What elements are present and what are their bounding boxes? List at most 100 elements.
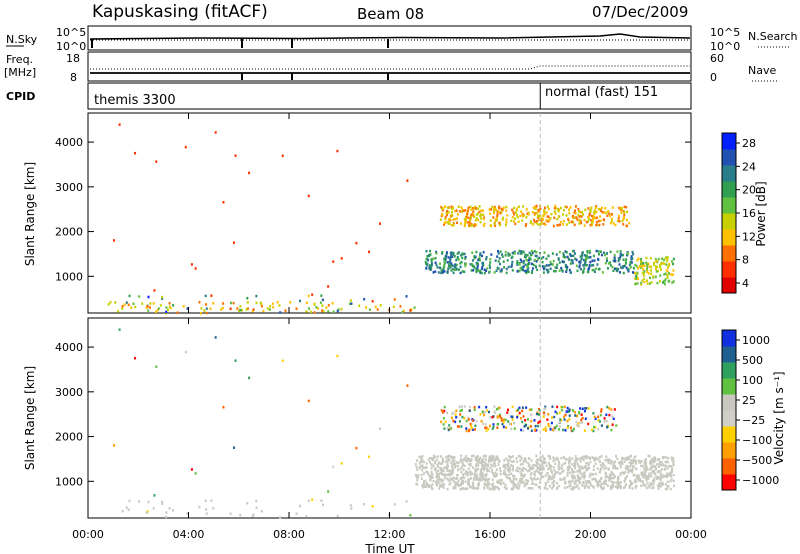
velocity-echo xyxy=(442,416,445,420)
velocity-echo xyxy=(457,484,460,488)
power-echo xyxy=(672,269,675,272)
power-echo xyxy=(668,279,671,283)
velocity-echo xyxy=(656,484,659,488)
power-echo xyxy=(473,255,476,258)
velocity-echo xyxy=(650,460,653,464)
power-echo xyxy=(569,271,572,274)
velocity-echo xyxy=(515,478,518,481)
velocity-echo xyxy=(511,455,514,458)
power-echo xyxy=(587,220,590,223)
velocity-echo xyxy=(451,478,454,481)
velocity-echo xyxy=(500,419,503,422)
power-echo xyxy=(469,224,472,228)
velocity-echo xyxy=(493,486,496,489)
velocity-echo xyxy=(486,464,489,468)
power-echo xyxy=(557,258,560,261)
power-echo xyxy=(517,220,520,223)
velocity-echo xyxy=(568,484,571,488)
power-echo xyxy=(271,302,274,305)
velocity-echo xyxy=(652,458,655,461)
velocity-echo xyxy=(443,466,446,470)
power-echo xyxy=(464,262,467,266)
velocity-echo xyxy=(518,406,521,410)
velocity-echo xyxy=(536,458,539,461)
power-echo xyxy=(472,269,475,272)
velocity-echo xyxy=(512,460,515,463)
velocity-echo xyxy=(535,429,538,432)
power-echo xyxy=(516,216,519,219)
power-echo xyxy=(666,259,669,263)
velocity-echo xyxy=(666,487,669,490)
velocity-echo xyxy=(533,428,536,432)
velocity-echo xyxy=(525,483,528,486)
velocity-echo xyxy=(520,472,523,476)
power-echo xyxy=(643,264,646,268)
velocity-echo xyxy=(616,486,619,490)
velocity-echo xyxy=(542,466,545,469)
power-echo xyxy=(436,266,439,269)
velocity-echo xyxy=(519,459,522,462)
power-echo xyxy=(530,220,533,223)
velocity-echo xyxy=(152,507,155,510)
velocity-echo xyxy=(625,457,628,461)
power-echo xyxy=(355,241,358,245)
velocity-echo xyxy=(608,479,611,482)
velocity-echo xyxy=(633,465,636,468)
power-echo xyxy=(473,256,476,260)
velocity-echo xyxy=(592,472,595,476)
power-echo xyxy=(610,217,613,221)
velocity-echo xyxy=(564,412,567,416)
velocity-echo xyxy=(440,468,443,471)
velocity-echo xyxy=(627,456,630,459)
power-echo xyxy=(665,263,668,266)
velocity-echo xyxy=(496,486,499,489)
velocity-echo xyxy=(556,405,559,409)
velocity-echo xyxy=(635,474,638,478)
power-echo xyxy=(465,215,468,218)
velocity-echo xyxy=(443,409,446,413)
velocity-echo xyxy=(446,487,449,491)
power-echo xyxy=(479,271,482,274)
velocity-echo xyxy=(656,477,659,480)
power-echo xyxy=(613,267,616,270)
power-echo xyxy=(517,205,520,208)
power-echo xyxy=(315,305,318,309)
velocity-echo xyxy=(482,468,485,472)
power-echo xyxy=(654,258,657,261)
velocity-echo xyxy=(498,413,501,417)
velocity-echo xyxy=(454,413,457,416)
velocity-echo xyxy=(583,471,586,474)
velocity-echo xyxy=(672,473,675,477)
power-echo xyxy=(435,263,438,267)
power-echo xyxy=(553,216,556,220)
velocity-echo xyxy=(435,480,438,484)
power-echo xyxy=(564,265,567,269)
colorbar-swatch xyxy=(722,362,736,379)
power-echo xyxy=(663,279,666,283)
velocity-echo xyxy=(588,486,591,489)
power-echo xyxy=(597,207,600,211)
power-echo xyxy=(481,261,484,265)
power-echo xyxy=(573,211,576,214)
velocity-echo xyxy=(658,482,661,485)
velocity-echo xyxy=(549,466,552,469)
velocity-echo xyxy=(568,464,571,468)
velocity-echo xyxy=(434,467,437,470)
velocity-echo xyxy=(603,467,606,471)
velocity-echo xyxy=(503,471,506,474)
velocity-echo xyxy=(523,473,526,477)
power-echo xyxy=(599,219,602,222)
power-echo xyxy=(646,265,649,269)
velocity-echo xyxy=(547,422,550,426)
power-echo xyxy=(466,209,469,212)
power-echo xyxy=(623,213,626,217)
power-echo xyxy=(479,269,482,273)
velocity-echo xyxy=(537,421,540,424)
power-echo xyxy=(578,265,581,269)
power-echo xyxy=(526,254,529,257)
velocity-echo xyxy=(483,410,486,414)
velocity-echo xyxy=(525,479,528,482)
power-echo xyxy=(470,222,473,226)
velocity-echo xyxy=(531,487,534,490)
power-echo xyxy=(251,310,254,313)
